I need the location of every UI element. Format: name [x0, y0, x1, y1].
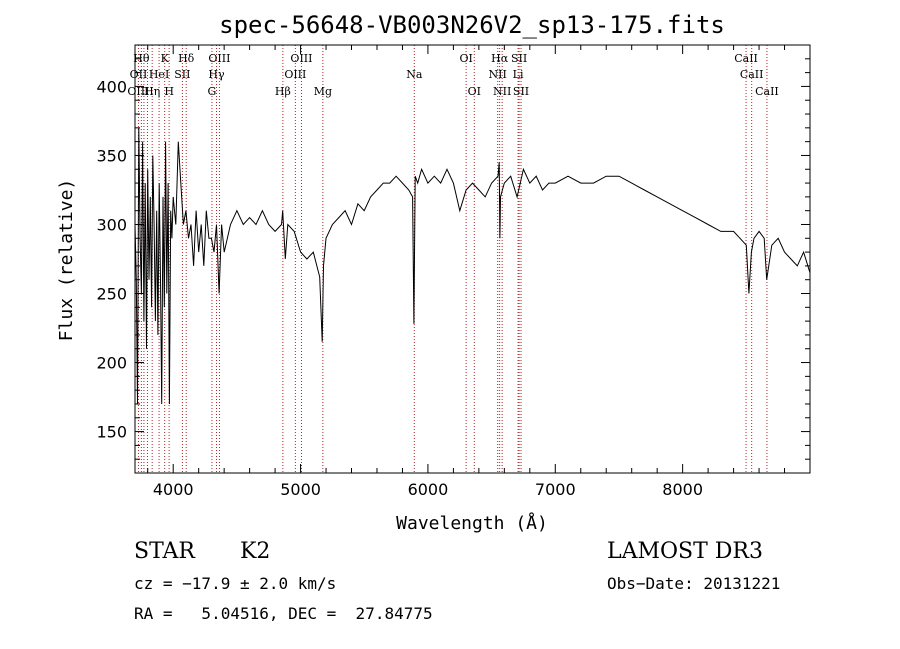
- line-label-hγ: Hγ: [208, 68, 225, 81]
- line-label-oiii: OIII: [127, 85, 149, 98]
- line-label-li: Li: [513, 68, 524, 81]
- line-label-hα: Hα: [491, 52, 509, 65]
- line-label-oii: OII: [130, 68, 148, 81]
- y-tick-label: 350: [96, 146, 127, 165]
- object-class: STAR: [134, 539, 195, 564]
- line-label-hei: HeI: [149, 68, 169, 81]
- y-tick-label: 400: [96, 77, 127, 96]
- line-label-mg: Mg: [314, 85, 332, 98]
- line-label-h: H: [164, 85, 174, 98]
- emission-line-markers: [137, 45, 768, 473]
- y-tick-label: 250: [96, 285, 127, 304]
- x-axis: 4000 5000 6000 7000 8000: [147, 45, 786, 499]
- y-tick-label: 300: [96, 215, 127, 234]
- line-label-na: Na: [406, 68, 423, 81]
- line-label-nii: NII: [489, 68, 507, 81]
- line-label-caii: CaII: [734, 52, 758, 65]
- line-label-caii: CaII: [755, 85, 779, 98]
- object-subclass: K2: [240, 539, 271, 564]
- y-tick-label: 150: [96, 423, 127, 442]
- line-label-oi: OI: [468, 85, 481, 98]
- y-tick-label: 200: [96, 354, 127, 373]
- line-label-oi: OI: [459, 52, 472, 65]
- line-label-sii: SII: [511, 52, 527, 65]
- line-label-caii: CaII: [740, 68, 764, 81]
- line-label-hβ: Hβ: [275, 85, 291, 98]
- line-label-sii: SII: [174, 68, 190, 81]
- observation-date: Obs−Date: 20131221: [607, 574, 781, 593]
- coordinates: RA = 5.04516, DEC = 27.84775: [134, 604, 433, 623]
- line-label-oiii: OIII: [208, 52, 230, 65]
- line-label-hθ: Hθ: [133, 52, 150, 65]
- x-tick-label: 5000: [280, 480, 321, 499]
- spectrum-chart: spec-56648-VB003N26V2_sp13-175.fits Hθ K H…: [56, 11, 811, 534]
- x-tick-label: 6000: [408, 480, 449, 499]
- chart-title: spec-56648-VB003N26V2_sp13-175.fits: [219, 11, 725, 39]
- plot-frame: [134, 44, 811, 474]
- line-label-hδ: Hδ: [178, 52, 195, 65]
- line-label-nii: NII: [493, 85, 511, 98]
- x-axis-label: Wavelength (Å): [396, 512, 548, 534]
- y-axis: 150 200 250 300 350 400: [96, 58, 810, 460]
- spectrum-line: [134, 127, 811, 405]
- line-label-g: G: [208, 85, 217, 98]
- line-label-k: K: [161, 52, 170, 65]
- y-axis-label: Flux (relative): [56, 179, 77, 342]
- x-tick-label: 8000: [662, 480, 703, 499]
- line-label-sii: SII: [513, 85, 529, 98]
- line-label-hη: Hη: [144, 85, 160, 98]
- x-tick-label: 4000: [153, 480, 194, 499]
- redshift-velocity: cz = −17.9 ± 2.0 km/s: [134, 574, 337, 593]
- line-label-oiii: OIII: [284, 68, 306, 81]
- survey-name: LAMOST DR3: [607, 539, 763, 564]
- line-label-oiii: OIII: [290, 52, 312, 65]
- x-tick-label: 7000: [535, 480, 576, 499]
